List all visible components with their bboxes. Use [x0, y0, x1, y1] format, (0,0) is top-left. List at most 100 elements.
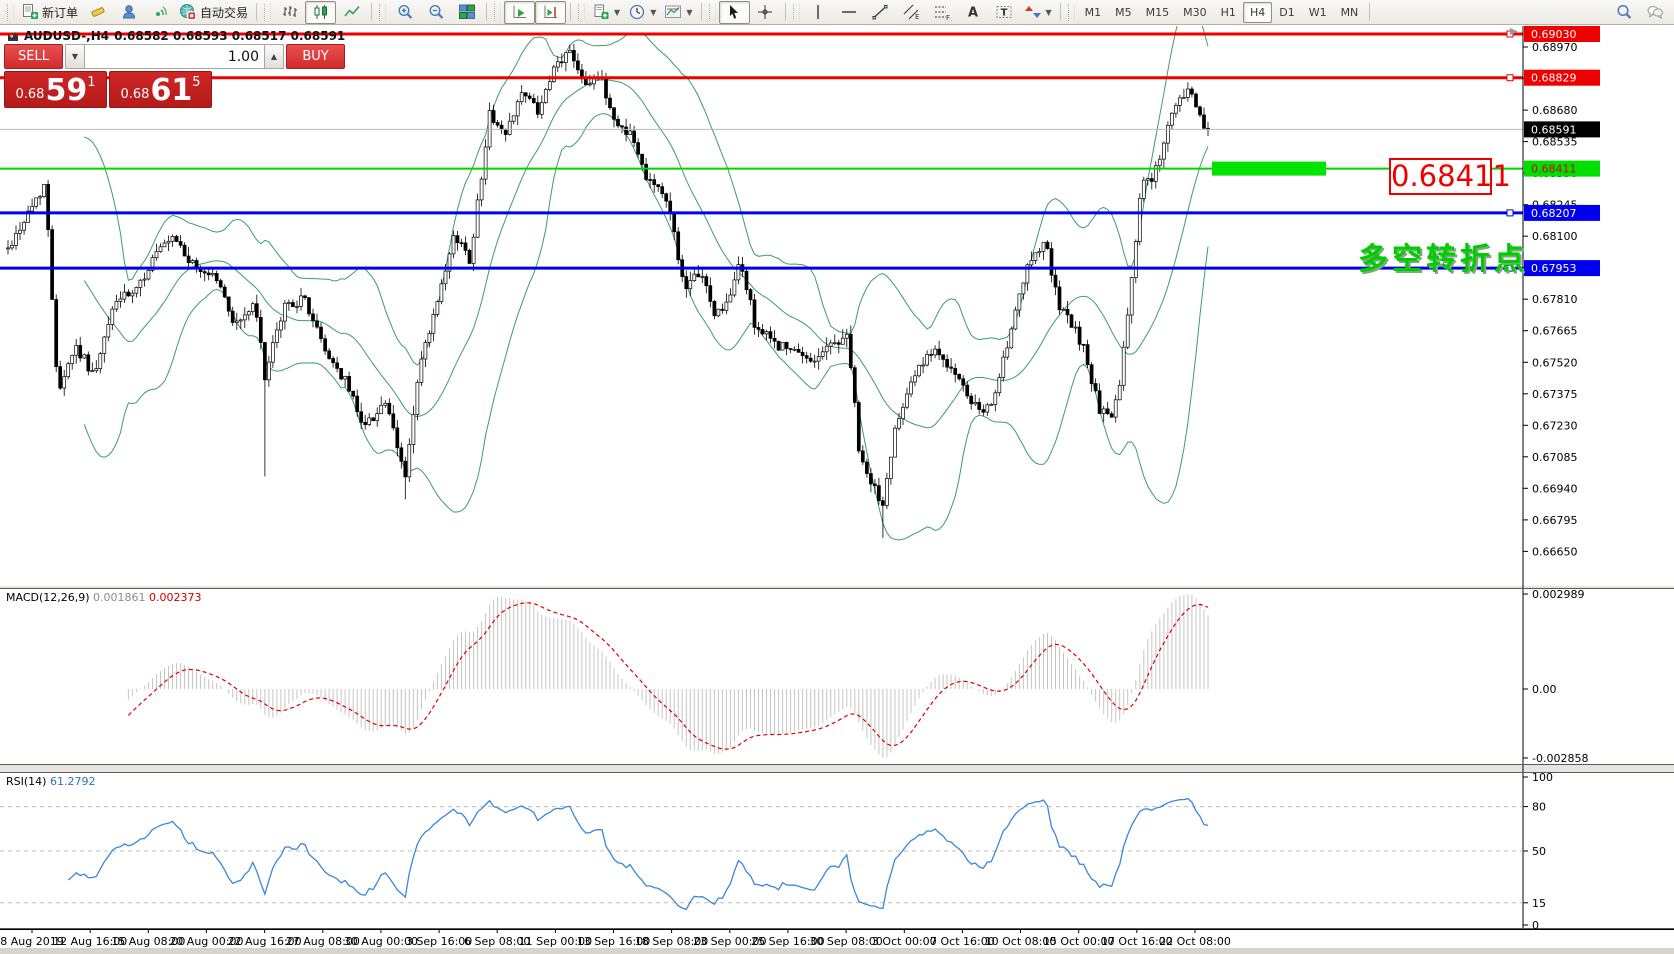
price-annotation-box[interactable]: 0.68411 — [1389, 158, 1511, 195]
svg-text:6 Sep 08:00: 6 Sep 08:00 — [464, 935, 530, 948]
volume-input[interactable] — [85, 44, 264, 69]
toolbar-button-line-chart[interactable] — [336, 1, 367, 24]
turning-point-annotation[interactable]: 多空转折点 — [1358, 242, 1528, 277]
buy-button[interactable]: BUY — [286, 44, 345, 69]
bars-icon — [282, 6, 297, 17]
timeframe-button-m15[interactable]: M15 — [1145, 5, 1170, 19]
zoomin-icon — [398, 4, 412, 19]
chart-ohlc-values: 0.68582 0.68593 0.68517 0.68591 — [114, 29, 346, 43]
svg-text:0.00: 0.00 — [1532, 683, 1557, 696]
toolbar-button-period-select[interactable]: ▼ — [624, 1, 660, 24]
vline-icon — [817, 5, 819, 19]
styler-icon — [90, 7, 105, 17]
toolbar-button-cursor[interactable] — [718, 0, 750, 24]
svg-text:15: 15 — [1532, 897, 1546, 910]
toolbar-button-chat[interactable] — [1639, 1, 1670, 24]
toolbar-button-arrows-shapes[interactable]: ▼ — [1020, 1, 1056, 24]
svg-text:0.68535: 0.68535 — [1532, 136, 1578, 149]
toolbar-button-auto-scroll[interactable] — [504, 0, 536, 24]
toolbar-button-equidistant-channel[interactable]: E — [896, 1, 927, 24]
timeframe-button-mn[interactable]: MN — [1340, 5, 1359, 19]
rsi-line — [67, 797, 1209, 911]
buy-price-display[interactable]: 0.68 61 5 — [109, 71, 212, 108]
svg-text:0.68970: 0.68970 — [1532, 41, 1578, 54]
rsi-pane: 100 80 50 15 0 — [0, 771, 1674, 932]
svg-text:0.67230: 0.67230 — [1532, 419, 1578, 432]
signal-icon — [155, 6, 167, 16]
timeframe-button-m5[interactable]: M5 — [1115, 5, 1132, 19]
timeframe-button-w1[interactable]: W1 — [1308, 5, 1327, 19]
toolbar-button-community[interactable] — [113, 1, 144, 24]
toolbar-button-fibonacci[interactable]: F — [927, 1, 958, 24]
toolbar-button-signals[interactable] — [144, 1, 175, 24]
timeframe-button-m1[interactable]: M1 — [1084, 5, 1102, 19]
timeframe-button-h1[interactable]: H1 — [1220, 5, 1236, 19]
svg-text:0.68829: 0.68829 — [1531, 72, 1577, 85]
toolbar-separator — [486, 3, 488, 21]
toolbar-grip — [379, 3, 387, 21]
hline-icon — [842, 11, 856, 13]
sell-button[interactable]: SELL — [4, 44, 63, 69]
svg-text:7 Oct 16:00: 7 Oct 16:00 — [930, 935, 995, 948]
toolbar-button-candlestick-chart[interactable] — [305, 0, 337, 24]
svg-text:-0.002858: -0.002858 — [1532, 752, 1588, 765]
macd-pane-label: MACD(12,26,9) 0.001861 0.002373 — [6, 591, 202, 604]
horizontal-line-objects[interactable] — [0, 30, 1523, 272]
buy-price-small: 0.68 — [120, 87, 150, 102]
svg-text:E: E — [915, 13, 919, 21]
toolbar-button-vertical-line[interactable] — [803, 1, 834, 24]
shapes-icon — [1024, 6, 1041, 18]
macd-main-value: 0.001861 — [93, 591, 146, 604]
svg-text:0: 0 — [1532, 919, 1539, 932]
toolbar-button-horizontal-line[interactable] — [834, 1, 865, 24]
toolbar-button-trendline[interactable] — [865, 1, 896, 24]
fibo-icon: F — [935, 6, 950, 21]
volume-decrease-button[interactable]: ▼ — [65, 44, 85, 69]
buy-price-sup: 5 — [192, 75, 201, 90]
clock-icon — [630, 4, 645, 20]
toolbar-button-template-select[interactable]: ▼ — [660, 1, 696, 24]
toolbar-button-autotrading[interactable]: 自动交易 — [175, 1, 252, 24]
toolbar-button-new-order[interactable]: 新订单 — [17, 1, 82, 24]
timeframe-button-m30[interactable]: M30 — [1183, 5, 1207, 19]
toolbar-separator — [1369, 3, 1371, 21]
svg-text:0.68100: 0.68100 — [1532, 230, 1578, 243]
green-zone-rectangle[interactable] — [1212, 161, 1326, 176]
volume-increase-button[interactable]: ▲ — [264, 44, 284, 69]
sell-price-display[interactable]: 0.68 59 1 — [4, 71, 107, 108]
price-axis: 0.689700.688250.686800.685350.683900.682… — [1522, 26, 1600, 929]
toolbar-button-crosshair[interactable] — [750, 1, 781, 24]
toolbar-separator — [700, 3, 702, 21]
macd-histogram — [127, 594, 1209, 758]
toolbar-button-styler[interactable] — [82, 1, 113, 24]
macd-signal-value: 0.002373 — [149, 591, 202, 604]
toolbar-separator — [1059, 3, 1061, 21]
svg-text:22 Oct 08:00: 22 Oct 08:00 — [1159, 935, 1231, 948]
svg-text:18 Sep 08:00: 18 Sep 08:00 — [635, 935, 708, 948]
chart-shift-marker-icon[interactable] — [1510, 28, 1518, 35]
toolbar-button-zoom-in[interactable] — [389, 1, 420, 24]
rsi-name: RSI(14) — [6, 775, 47, 788]
texta-icon: A — [968, 6, 978, 21]
chart-window-title: AUDUSD-,H4 0.68582 0.68593 0.68517 0.685… — [7, 29, 345, 43]
timeframe-button-h4[interactable]: H4 — [1242, 1, 1273, 23]
toolbar-button-zoom-out[interactable] — [420, 1, 451, 24]
toolbar-button-text[interactable]: A — [958, 1, 989, 24]
toolbar-button-search[interactable] — [1608, 1, 1639, 24]
tile-icon — [458, 4, 475, 19]
toolbar-button-indicators-list[interactable]: ▼ — [588, 1, 624, 24]
neworder-icon — [23, 4, 38, 19]
zoomout-icon — [429, 4, 443, 19]
toolbar-button-chart-shift[interactable] — [535, 0, 567, 24]
sell-price-small: 0.68 — [15, 87, 45, 102]
svg-text:3 Sep 16:00: 3 Sep 16:00 — [406, 935, 472, 948]
macd-signal-line — [127, 602, 1209, 750]
toolbar-button-tile-windows[interactable] — [451, 1, 482, 24]
toolbar-button-bar-chart[interactable] — [274, 1, 305, 24]
chevron-down-icon: ▼ — [650, 7, 657, 17]
linechart-icon — [343, 5, 360, 17]
toolbar-button-text-label[interactable]: T — [989, 1, 1020, 24]
timeframe-button-d1[interactable]: D1 — [1279, 5, 1295, 19]
